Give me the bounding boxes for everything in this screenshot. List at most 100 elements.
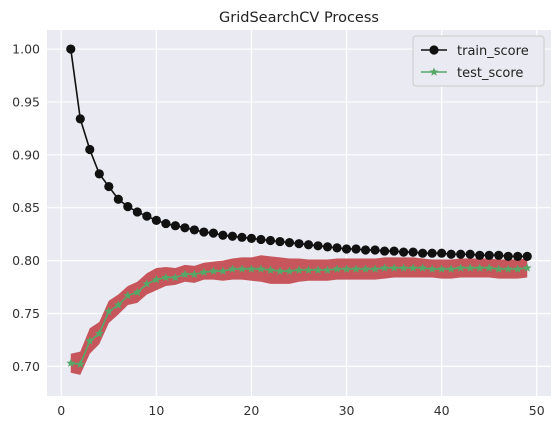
x-tick-label: 30	[339, 403, 355, 418]
y-tick-label: 0.80	[12, 253, 40, 268]
y-tick-label: 0.85	[12, 200, 40, 215]
test-score-point	[380, 263, 389, 272]
train-score-point	[427, 248, 437, 258]
train-score-point	[75, 114, 85, 124]
test-score-point	[190, 269, 199, 279]
train-score-point	[484, 250, 494, 260]
train-score-point	[142, 211, 152, 221]
train-score-point	[218, 230, 228, 240]
train-score-point	[341, 244, 352, 254]
test-score-point	[304, 265, 313, 274]
train-score-point	[408, 247, 418, 257]
train-score-point	[379, 246, 390, 256]
test-score-point	[180, 269, 190, 279]
test-score-point	[75, 359, 85, 368]
test-score-point	[85, 336, 95, 345]
legend-test-label: test_score	[457, 66, 523, 81]
x-tick-label: 0	[57, 403, 65, 418]
test-score-point	[437, 264, 447, 273]
test-score-point	[132, 287, 142, 297]
train-score-point	[94, 169, 104, 179]
train-score-point	[161, 218, 171, 229]
train-score-point	[123, 202, 133, 212]
test-score-point	[332, 264, 342, 273]
train-score-point	[446, 249, 456, 259]
test-score-point	[161, 272, 171, 282]
train-score-point	[389, 246, 399, 256]
test-score-point	[275, 266, 285, 275]
train-score-point	[399, 247, 409, 257]
test-score-point	[494, 264, 504, 273]
legend-train-marker	[429, 45, 439, 55]
train-score-point	[265, 235, 276, 246]
train-score-point	[475, 250, 485, 260]
y-tick-label: 0.75	[12, 306, 40, 321]
train-score-point	[351, 244, 361, 254]
train-score-point	[360, 245, 371, 255]
train-score-point	[522, 251, 532, 261]
train-score-point	[303, 240, 314, 250]
train-score-point	[370, 245, 380, 255]
train-score-point	[66, 44, 76, 54]
test-score-point	[104, 306, 114, 316]
train-score-point	[284, 238, 295, 248]
x-tick-label: 20	[243, 403, 259, 418]
grid	[47, 30, 551, 396]
test-score-point	[399, 263, 408, 272]
legend-train-label: train_score	[457, 44, 529, 59]
train-score-point	[208, 228, 219, 238]
test-score-point	[218, 266, 228, 275]
test-score-point	[142, 279, 152, 288]
y-tick-label: 0.70	[12, 359, 40, 374]
test-score-point	[94, 328, 104, 338]
test-score-point	[389, 263, 399, 272]
train-score-point	[237, 232, 247, 242]
train-score-point	[456, 249, 466, 259]
test-score-point	[247, 264, 256, 273]
train-score-point	[104, 181, 114, 192]
train-score-point	[170, 221, 180, 231]
test-score-point	[456, 263, 466, 272]
test-score-point	[228, 264, 237, 273]
test-score-point	[370, 264, 380, 273]
y-tick-label: 0.95	[12, 94, 40, 109]
train-score-point	[294, 239, 304, 249]
train-score-point	[322, 242, 333, 252]
test-score-point	[408, 263, 418, 272]
train-score-point	[227, 231, 238, 241]
test-score-point	[266, 265, 275, 274]
train-score-point	[465, 249, 475, 259]
train-score-point	[189, 225, 199, 235]
train-score-point	[180, 223, 190, 233]
test-score-point	[522, 263, 532, 272]
test-score-point	[237, 264, 247, 273]
train-score-point	[332, 243, 342, 253]
test-score-point	[285, 266, 294, 275]
plot-background	[47, 30, 551, 396]
test-score-point	[418, 263, 427, 272]
y-tick-label: 0.90	[12, 147, 40, 162]
train-score-point	[437, 248, 447, 258]
x-tick-labels: 0 10 20 30 40 50	[57, 403, 544, 418]
test-score-point	[513, 264, 523, 273]
test-score-point	[294, 265, 304, 274]
test-score-point	[151, 275, 161, 284]
train-score-point	[85, 144, 95, 155]
train-score-point	[151, 215, 161, 226]
legend-box	[412, 35, 545, 87]
test-score-point	[323, 265, 332, 274]
test-score-point	[342, 264, 351, 273]
test-score-point	[427, 264, 437, 273]
test-score-point	[209, 266, 218, 275]
train-score-point	[199, 227, 209, 237]
test-score-point	[171, 272, 180, 282]
test-score-point	[256, 264, 266, 273]
train-score-point	[132, 207, 142, 217]
y-tick-label: 1.00	[12, 42, 40, 57]
test-score-point	[313, 265, 323, 274]
test-score-point	[465, 263, 475, 272]
train-score-point	[275, 236, 285, 247]
chart-title: GridSearchCV Process	[219, 10, 379, 26]
test-score-point	[351, 264, 361, 273]
